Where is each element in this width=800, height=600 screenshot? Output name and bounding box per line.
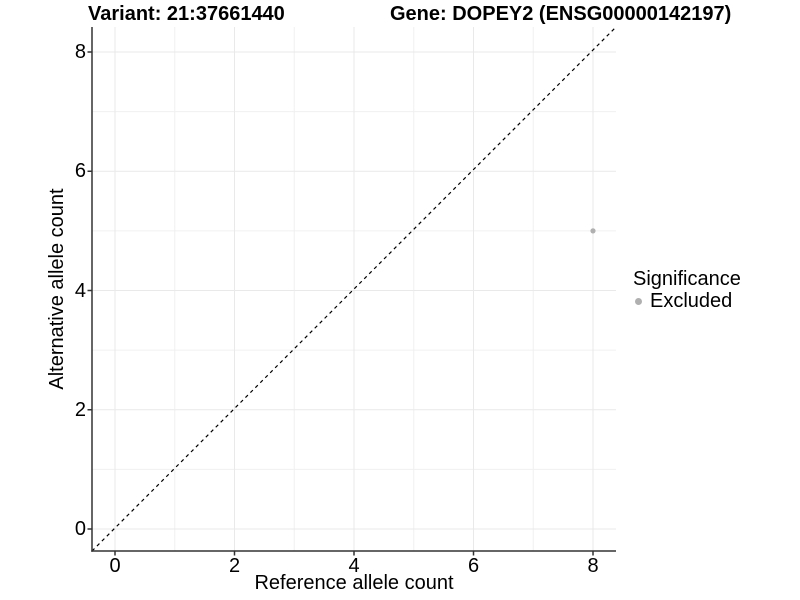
- y-tick-label: 2: [74, 398, 86, 421]
- x-tick-label: 4: [348, 555, 360, 577]
- data-points: [590, 228, 596, 234]
- plot-title-gene: Gene: DOPEY2 (ENSG00000142197): [390, 3, 732, 25]
- y-tick-label: 6: [74, 160, 86, 183]
- tick-marks: [87, 51, 594, 556]
- y-tick-label: 0: [74, 518, 86, 540]
- plot-title-variant: Variant: 21:37661440: [88, 3, 285, 25]
- legend: Significance Excluded: [633, 268, 741, 312]
- y-tick-label: 4: [74, 279, 86, 302]
- x-tick-label: 8: [587, 555, 599, 577]
- legend-point-icon: [635, 297, 642, 305]
- x-tick-label: 6: [467, 555, 480, 577]
- legend-title: Significance: [633, 268, 741, 290]
- legend-item-label: Excluded: [650, 290, 733, 312]
- grid-major: [92, 27, 616, 551]
- identity-reference-line: [91, 26, 617, 552]
- x-tick-label: 0: [109, 555, 121, 577]
- x-axis-label: Reference allele count: [254, 572, 454, 594]
- legend-item-excluded: Excluded: [633, 290, 741, 312]
- y-tick-label: 8: [74, 41, 86, 63]
- data-point[interactable]: [590, 228, 596, 234]
- x-tick-label: 2: [228, 555, 241, 577]
